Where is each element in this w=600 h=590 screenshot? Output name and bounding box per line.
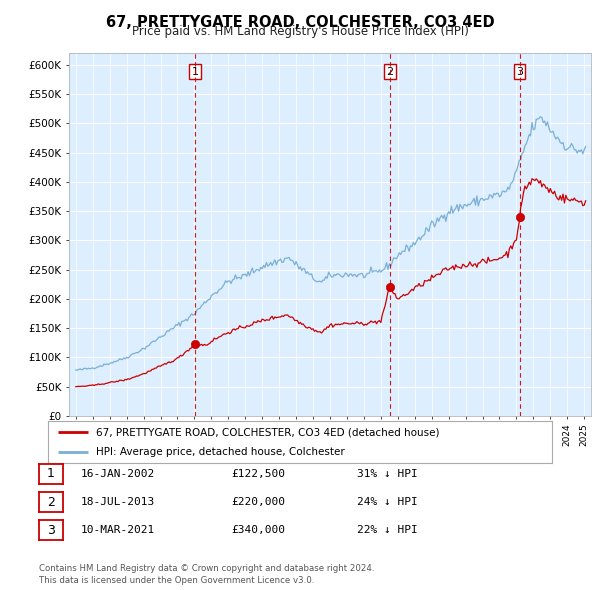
Text: 16-JAN-2002: 16-JAN-2002 [81, 469, 155, 478]
Text: 31% ↓ HPI: 31% ↓ HPI [357, 469, 418, 478]
Text: 10-MAR-2021: 10-MAR-2021 [81, 526, 155, 535]
Text: 18-JUL-2013: 18-JUL-2013 [81, 497, 155, 507]
Text: Price paid vs. HM Land Registry's House Price Index (HPI): Price paid vs. HM Land Registry's House … [131, 25, 469, 38]
Text: 67, PRETTYGATE ROAD, COLCHESTER, CO3 4ED (detached house): 67, PRETTYGATE ROAD, COLCHESTER, CO3 4ED… [96, 427, 439, 437]
Text: £122,500: £122,500 [231, 469, 285, 478]
Text: 3: 3 [516, 67, 523, 77]
Text: 1: 1 [47, 467, 55, 480]
Text: 22% ↓ HPI: 22% ↓ HPI [357, 526, 418, 535]
Text: 67, PRETTYGATE ROAD, COLCHESTER, CO3 4ED: 67, PRETTYGATE ROAD, COLCHESTER, CO3 4ED [106, 15, 494, 30]
Text: 2: 2 [47, 496, 55, 509]
Text: £340,000: £340,000 [231, 526, 285, 535]
Text: 2: 2 [386, 67, 394, 77]
Text: HPI: Average price, detached house, Colchester: HPI: Average price, detached house, Colc… [96, 447, 344, 457]
Text: Contains HM Land Registry data © Crown copyright and database right 2024.
This d: Contains HM Land Registry data © Crown c… [39, 564, 374, 585]
Text: 3: 3 [47, 524, 55, 537]
Text: 24% ↓ HPI: 24% ↓ HPI [357, 497, 418, 507]
Text: £220,000: £220,000 [231, 497, 285, 507]
Text: 1: 1 [191, 67, 199, 77]
